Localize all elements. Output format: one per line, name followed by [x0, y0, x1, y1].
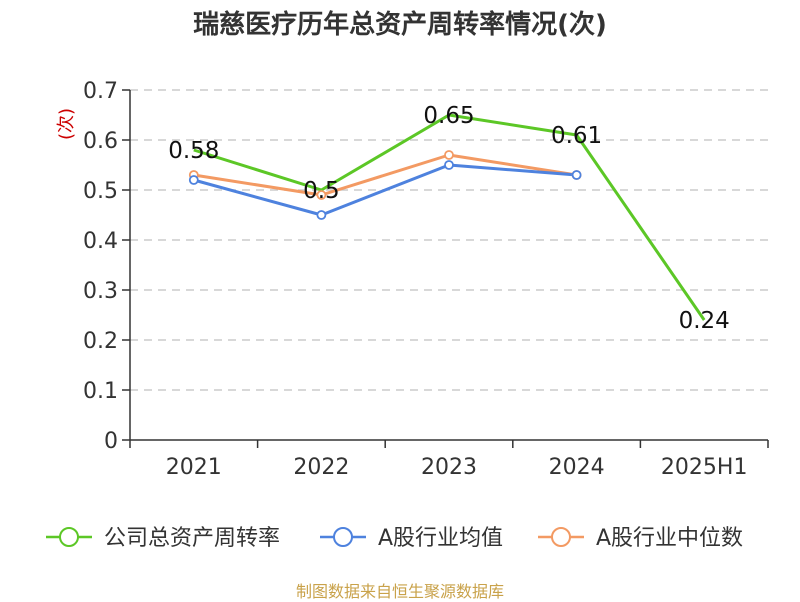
data-point — [571, 170, 582, 180]
data-label: 0.61 — [551, 123, 602, 149]
source-note: 制图数据来自恒生聚源数据库 — [295, 582, 504, 601]
data-labels: 0.58 0.5 0.65 0.61 0.24 — [168, 103, 730, 334]
series-lines — [193, 113, 706, 321]
data-label: 0.58 — [168, 138, 219, 164]
x-tick-label: 2023 — [421, 455, 477, 480]
y-tick-label: 0.1 — [83, 379, 118, 404]
x-tick-label: 2024 — [549, 455, 605, 480]
legend-label: A股行业均值 — [378, 526, 503, 551]
series-line-2 — [193, 153, 577, 197]
y-tick-label: 0.2 — [83, 329, 118, 354]
x-tick-label: 2022 — [293, 455, 349, 480]
chart-title: 瑞慈医疗历年总资产周转率情况(次) — [193, 10, 607, 40]
legend-item-0: 公司总资产周转率 — [46, 526, 280, 551]
grid-lines — [130, 89, 768, 391]
legend-marker — [551, 527, 571, 547]
data-point — [188, 175, 199, 185]
x-tick-label: 2025H1 — [661, 455, 748, 480]
data-point — [316, 190, 327, 200]
data-label: 0.24 — [679, 308, 730, 334]
legend-marker — [59, 527, 79, 547]
y-tick-label: 0.6 — [83, 129, 118, 154]
y-tick-label: 0.5 — [83, 179, 118, 204]
y-tick-label: 0.7 — [83, 79, 118, 104]
y-tick-label: 0.3 — [83, 279, 118, 304]
series-line-1 — [193, 163, 577, 217]
data-point — [444, 160, 454, 170]
data-label: 0.5 — [303, 178, 340, 204]
y-tick-label: 0 — [104, 429, 118, 454]
data-point — [316, 210, 327, 220]
legend: 公司总资产周转率 A股行业均值 A股行业中位数 — [46, 526, 743, 551]
series-points — [188, 150, 582, 220]
legend-label: 公司总资产周转率 — [104, 526, 280, 551]
x-tick-label: 2021 — [166, 455, 222, 480]
series-line-0 — [193, 113, 706, 321]
legend-item-1: A股行业均值 — [320, 526, 503, 551]
legend-label: A股行业中位数 — [596, 526, 743, 551]
y-axis-label: (次) — [56, 108, 77, 140]
legend-marker — [333, 527, 353, 547]
y-tick-label: 0.4 — [83, 229, 118, 254]
data-point — [444, 150, 454, 160]
axes: 0 0.1 0.2 0.3 0.4 0.5 0.6 0.7 2021 2022 2023 2024 20… — [56, 79, 769, 480]
legend-item-2: A股行业中位数 — [538, 526, 743, 551]
data-label: 0.65 — [423, 103, 474, 129]
